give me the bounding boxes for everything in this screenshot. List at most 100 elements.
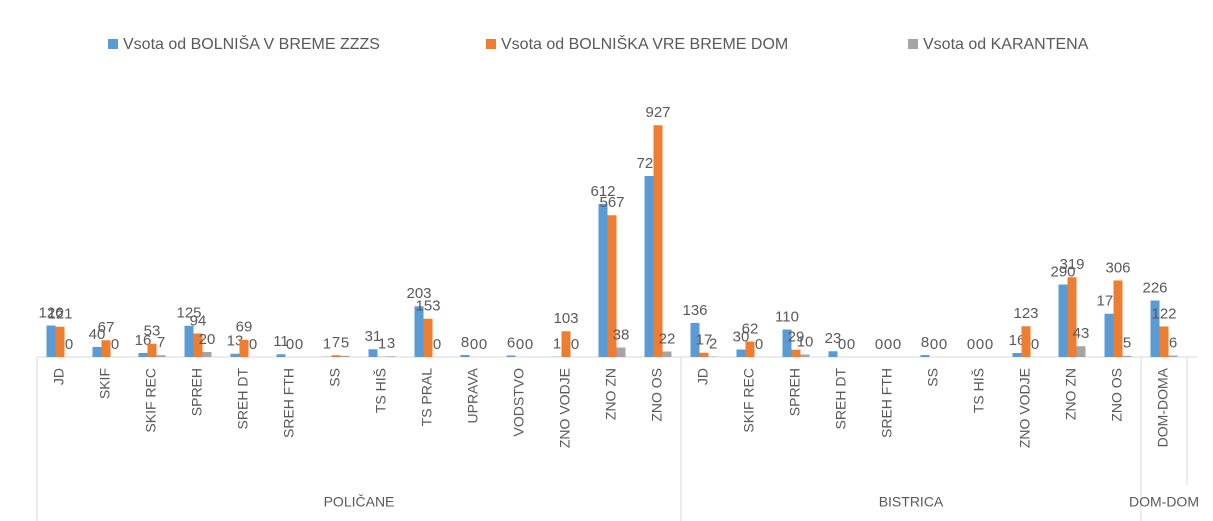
data-label: 1 — [323, 336, 331, 353]
data-label: 1 — [378, 336, 386, 353]
data-label: 103 — [553, 310, 578, 327]
data-label: 0 — [433, 336, 441, 353]
x-tick-label: SREH DT — [833, 368, 849, 430]
data-label: 319 — [1059, 256, 1084, 273]
data-label: 203 — [406, 285, 431, 302]
x-tick-label: SPREH — [189, 368, 205, 416]
data-label: 17 — [696, 332, 713, 349]
bar — [386, 356, 396, 357]
bar — [1058, 284, 1068, 357]
data-label: 29 — [788, 329, 805, 346]
data-label: 5 — [341, 335, 349, 352]
x-tick-label: SPREH — [787, 368, 803, 416]
data-label: 306 — [1105, 259, 1130, 276]
bar — [230, 353, 240, 357]
x-tick-label: SKIF — [97, 368, 113, 399]
data-label: 110 — [775, 308, 799, 325]
bar — [460, 355, 470, 357]
data-label: 2 — [709, 335, 717, 352]
bar — [156, 355, 166, 357]
bar — [800, 354, 810, 357]
bar — [138, 353, 148, 357]
bar — [331, 355, 341, 357]
data-label: 0 — [571, 336, 579, 353]
bar — [1113, 280, 1123, 357]
data-label: 0 — [838, 336, 846, 353]
data-label: 67 — [98, 319, 115, 336]
bar — [92, 347, 102, 357]
data-label: 69 — [236, 319, 253, 336]
data-label: 0 — [930, 336, 938, 353]
data-label: 23 — [825, 330, 842, 347]
data-label: 125 — [176, 305, 201, 322]
bar — [745, 341, 755, 357]
bar — [791, 349, 801, 357]
data-label: 0 — [939, 336, 947, 353]
data-label: 3 — [387, 335, 395, 352]
bar — [506, 355, 516, 357]
x-tick-label: ZNO VODJE — [557, 368, 573, 448]
bar — [708, 356, 718, 357]
bar — [690, 323, 700, 357]
data-label: 7 — [157, 334, 165, 351]
data-label: 38 — [613, 326, 630, 343]
legend-swatch — [108, 39, 118, 49]
data-label: 0 — [295, 336, 303, 353]
bar — [616, 347, 626, 357]
bar — [1168, 355, 1178, 357]
data-label: 0 — [249, 336, 257, 353]
bar — [368, 349, 378, 357]
bar — [662, 351, 672, 357]
bar — [644, 176, 654, 357]
bar — [340, 355, 350, 357]
data-label: 122 — [1151, 305, 1176, 322]
data-label: 94 — [190, 312, 207, 329]
x-tick-label: ZNO VODJE — [1017, 368, 1033, 448]
data-label: 0 — [1031, 336, 1039, 353]
data-label: 7 — [332, 334, 340, 351]
bar — [46, 325, 56, 357]
data-label: 40 — [89, 326, 106, 343]
legend-label: Vsota od KARANTENA — [923, 36, 1089, 53]
x-tick-label: UPRAVA — [465, 367, 481, 423]
bar — [782, 329, 792, 357]
x-tick-label: ZNO OS — [649, 368, 665, 422]
x-tick-label: TS PRAL — [419, 368, 435, 427]
bar — [1012, 353, 1022, 357]
bar — [184, 325, 194, 357]
data-label: 10 — [797, 333, 814, 350]
x-tick-label: JD — [51, 368, 67, 385]
bar — [607, 215, 617, 357]
x-tick-label: SREH DT — [235, 368, 251, 430]
bar — [193, 333, 203, 357]
x-tick-label: SREH FTH — [281, 368, 297, 438]
data-label: 13 — [227, 333, 244, 350]
data-label: 0 — [516, 336, 524, 353]
x-tick-label: SS — [327, 368, 343, 387]
x-tick-label: TS HIŠ — [971, 368, 987, 413]
data-label: 62 — [742, 320, 759, 337]
bar — [653, 125, 663, 357]
group-label: DOM-DOM — [1129, 494, 1199, 510]
x-tick-label: SS — [925, 368, 941, 387]
bar — [598, 204, 608, 357]
x-tick-label: ZNO ZN — [1063, 368, 1079, 420]
data-label: 0 — [65, 336, 73, 353]
data-label: 22 — [659, 330, 676, 347]
data-label: 0 — [893, 336, 901, 353]
x-tick-label: SKIF REC — [741, 368, 757, 433]
legend-swatch — [486, 39, 496, 49]
data-label: 567 — [599, 194, 624, 211]
data-label: 1 — [553, 336, 561, 353]
group-label: BISTRICA — [879, 494, 944, 510]
x-tick-label: TS HIŠ — [373, 368, 389, 413]
x-tick-label: SREH FTH — [879, 368, 895, 438]
data-label: 290 — [1050, 263, 1075, 280]
data-label: 126 — [38, 304, 63, 321]
data-label: 16 — [1009, 332, 1026, 349]
data-label: 0 — [755, 336, 763, 353]
bar — [699, 352, 709, 357]
data-label: 0 — [470, 336, 478, 353]
x-tick-label: SKIF REC — [143, 368, 159, 433]
